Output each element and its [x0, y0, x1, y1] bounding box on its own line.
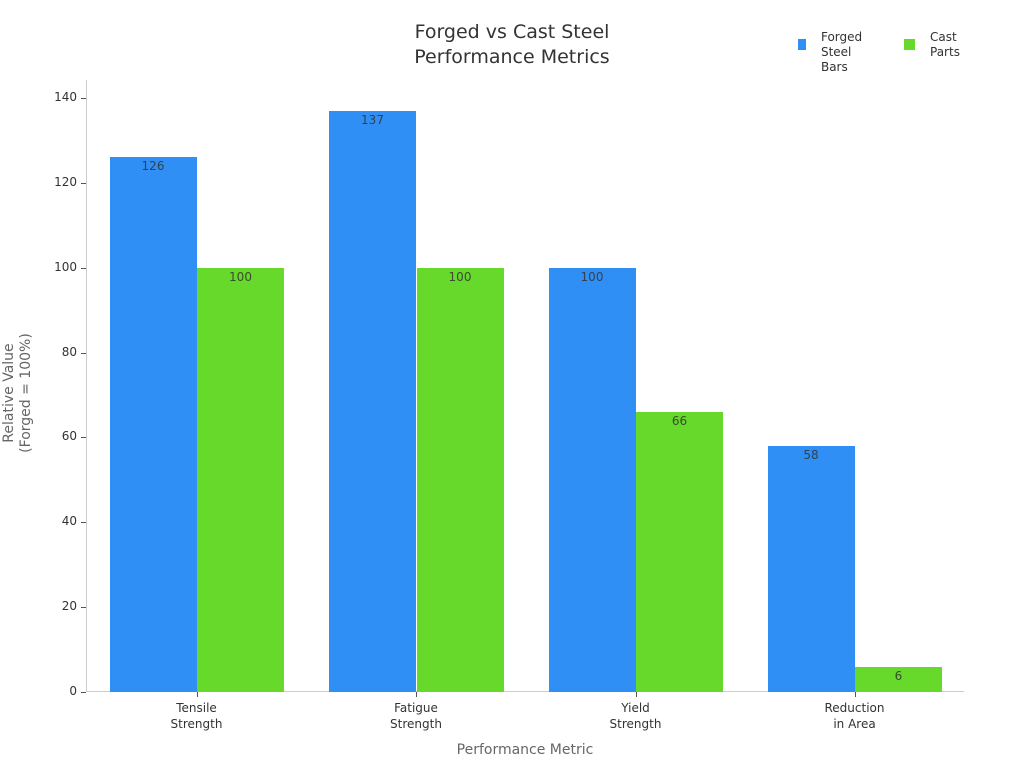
x-axis-title: Performance Metric — [456, 742, 594, 758]
bar-value-label: 100 — [448, 269, 472, 284]
y-axis-line — [86, 80, 87, 692]
bar-cast[interactable]: 100 — [416, 267, 504, 692]
y-tick-label: 0 — [69, 684, 77, 698]
y-tick-mark — [81, 352, 86, 354]
y-tick-label: 120 — [54, 174, 77, 189]
bar-forged[interactable]: 100 — [548, 267, 636, 692]
bar-cast[interactable]: 6 — [855, 666, 942, 692]
legend-label: Parts — [930, 45, 960, 59]
chart-title-line-1: Forged vs Cast Steel — [414, 21, 610, 43]
x-tick-label: Tensile Strength — [170, 701, 223, 731]
y-tick-label: 100 — [54, 259, 77, 274]
y-tick-label: 20 — [61, 599, 77, 614]
legend-label: Forged — [820, 30, 863, 44]
y-axis-title: Relative Value (Forged = 100%) — [1, 313, 35, 473]
bar-forged[interactable]: 58 — [767, 445, 855, 692]
y-tick-mark — [81, 267, 86, 269]
x-tick-mark — [635, 692, 637, 697]
x-tick-mark — [196, 692, 198, 697]
x-tick-label: Yield Strength — [609, 701, 662, 731]
x-tick-mark — [854, 692, 856, 697]
y-axis-title-line-2: (Forged = 100%) — [18, 333, 34, 453]
bar-value-label: 100 — [229, 269, 252, 284]
bar-value-label: 137 — [361, 112, 384, 127]
y-tick-mark — [81, 692, 86, 693]
y-tick-mark — [81, 437, 86, 439]
bar-cast[interactable]: 100 — [197, 267, 284, 692]
legend-label: Cast — [930, 30, 957, 44]
bar-forged[interactable]: 137 — [329, 110, 416, 692]
y-axis-title-line-1: Relative Value — [1, 343, 17, 443]
y-tick-label: 60 — [61, 429, 77, 444]
bar-forged[interactable]: 126 — [109, 157, 197, 692]
bar-value-label: 126 — [141, 159, 165, 174]
legend-swatch-forged — [798, 39, 806, 50]
x-tick-mark — [416, 692, 417, 697]
legend-label: Steel Bars — [820, 45, 852, 74]
y-tick-mark — [81, 522, 86, 524]
y-tick-mark — [81, 98, 86, 99]
y-tick-label: 40 — [61, 514, 77, 529]
y-tick-label: 80 — [61, 344, 77, 359]
legend-swatch-cast — [904, 39, 915, 50]
x-tick-label: Fatigue Strength — [390, 701, 442, 731]
x-axis-line — [86, 691, 964, 692]
bar-value-label: 66 — [671, 413, 688, 428]
chart-title-line-2: Performance Metrics — [414, 46, 610, 68]
y-tick-mark — [81, 607, 86, 609]
y-tick-mark — [81, 182, 86, 184]
y-tick-label: 140 — [54, 90, 77, 104]
bar-cast[interactable]: 66 — [636, 411, 723, 692]
legend-item-cast[interactable]: Cast Parts — [904, 30, 960, 60]
chart-title: Forged vs Cast Steel Performance Metrics — [312, 20, 712, 70]
legend-item-forged[interactable]: Forged Steel Bars — [798, 30, 865, 75]
bar-value-label: 6 — [894, 668, 903, 683]
bar-value-label: 100 — [580, 269, 604, 284]
bar-value-label: 58 — [803, 447, 819, 462]
x-tick-label: Reduction in Area — [824, 701, 885, 731]
